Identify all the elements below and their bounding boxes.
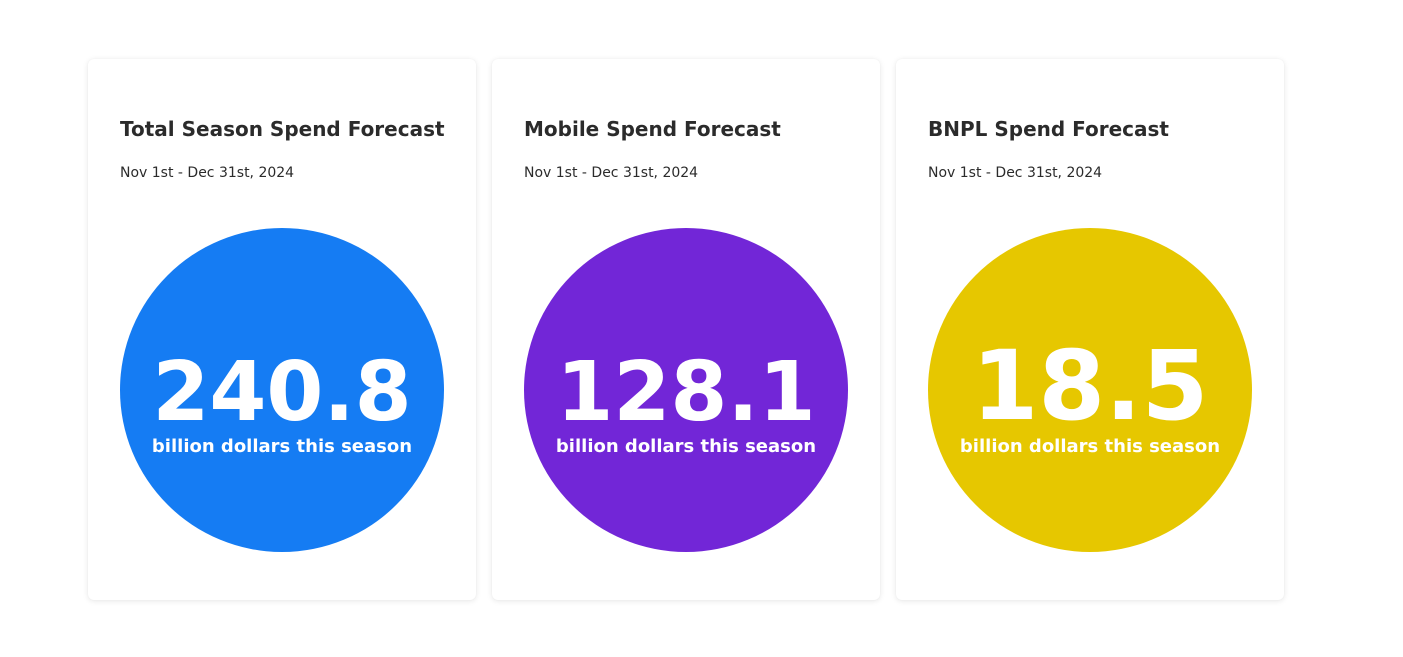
total-season-spend-card: Total Season Spend Forecast Nov 1st - De… <box>88 59 476 600</box>
forecast-circle: 18.5 billion dollars this season <box>928 228 1252 552</box>
card-date-range: Nov 1st - Dec 31st, 2024 <box>928 165 1103 181</box>
forecast-value: 128.1 <box>556 345 816 440</box>
card-date-range: Nov 1st - Dec 31st, 2024 <box>524 165 699 181</box>
forecast-circle: 240.8 billion dollars this season <box>120 228 444 552</box>
card-title: BNPL Spend Forecast <box>928 117 1169 141</box>
mobile-spend-card: Mobile Spend Forecast Nov 1st - Dec 31st… <box>492 59 880 600</box>
forecast-value: 18.5 <box>971 330 1209 442</box>
card-title: Mobile Spend Forecast <box>524 117 781 141</box>
forecast-circle: 128.1 billion dollars this season <box>524 228 848 552</box>
card-date-range: Nov 1st - Dec 31st, 2024 <box>120 165 295 181</box>
forecast-caption: billion dollars this season <box>959 436 1221 457</box>
forecast-caption: billion dollars this season <box>555 436 817 457</box>
forecast-caption: billion dollars this season <box>151 436 413 457</box>
forecast-value: 240.8 <box>152 345 412 440</box>
bnpl-spend-card: BNPL Spend Forecast Nov 1st - Dec 31st, … <box>896 59 1284 600</box>
card-title: Total Season Spend Forecast <box>120 117 445 141</box>
